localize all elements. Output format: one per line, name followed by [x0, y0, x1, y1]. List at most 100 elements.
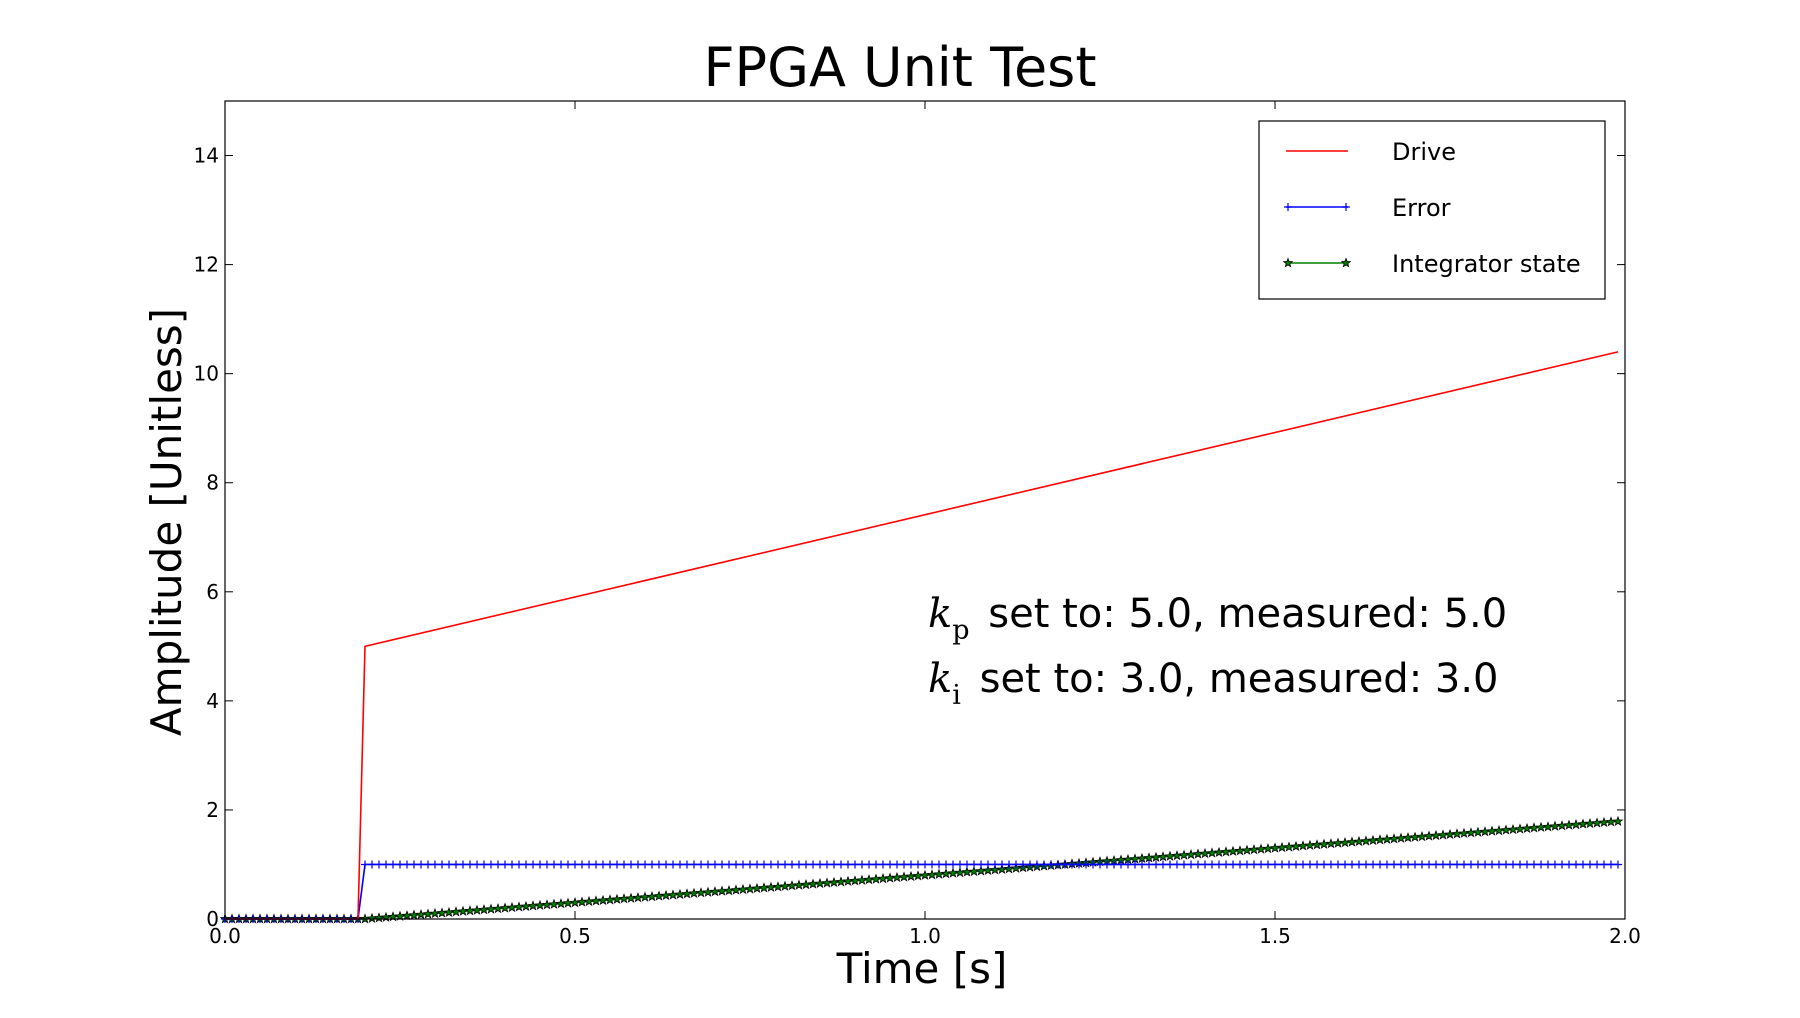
data-point-error	[487, 860, 495, 869]
data-point-integrator-state	[1171, 850, 1183, 861]
data-point-error	[928, 860, 936, 869]
data-point-error	[963, 860, 971, 869]
x-axis-label: Time [s]	[836, 944, 1008, 993]
data-point-error	[1432, 860, 1440, 869]
data-point-integrator-state	[1304, 839, 1316, 850]
data-point-integrator-state	[1437, 829, 1449, 840]
data-point-integrator-state	[695, 887, 707, 898]
data-point-error	[1453, 860, 1461, 869]
data-point-error	[515, 860, 523, 869]
data-point-error	[1334, 860, 1342, 869]
data-point-error	[648, 860, 656, 869]
x-tick-label: 1.0	[909, 924, 941, 948]
data-point-error	[970, 860, 978, 869]
data-point-error	[914, 860, 922, 869]
data-point-integrator-state	[597, 894, 609, 906]
data-point-integrator-state	[471, 904, 483, 915]
data-point-integrator-state	[730, 884, 742, 895]
data-point-integrator-state	[1241, 844, 1253, 855]
data-point-integrator-state	[1612, 815, 1624, 826]
data-point-error	[1551, 860, 1559, 869]
y-tick-label: 8	[206, 471, 219, 495]
data-point-error	[1390, 860, 1398, 869]
data-point-error	[1446, 860, 1454, 869]
data-point-error	[1481, 860, 1489, 869]
data-point-error	[1313, 860, 1321, 869]
data-point-error	[1607, 860, 1615, 869]
data-point-integrator-state	[1416, 831, 1428, 842]
plot-area	[219, 100, 1626, 924]
data-point-error	[1082, 860, 1090, 869]
data-point-error	[1159, 860, 1167, 869]
data-point-integrator-state	[653, 890, 665, 901]
data-point-error	[1131, 860, 1139, 869]
data-point-integrator-state	[919, 869, 931, 880]
data-point-error	[585, 860, 593, 869]
data-point-error	[480, 860, 488, 869]
data-point-integrator-state	[1143, 852, 1155, 863]
data-point-integrator-state	[912, 870, 924, 881]
data-point-integrator-state	[1318, 838, 1330, 849]
data-point-integrator-state	[1472, 826, 1484, 837]
data-point-error	[907, 860, 915, 869]
data-point-error	[1208, 860, 1216, 869]
data-point-integrator-state	[1290, 840, 1302, 852]
chart-title: FPGA Unit Test	[703, 36, 1096, 99]
annotation-p: kp set to: 5.0, measured: 5.0	[928, 591, 1507, 646]
legend-item-integrator-state: Integrator state	[1282, 250, 1581, 278]
data-point-error	[1236, 860, 1244, 869]
data-point-integrator-state	[1423, 830, 1435, 841]
data-point-integrator-state	[1507, 823, 1519, 835]
data-point-error	[1530, 860, 1538, 869]
data-point-integrator-state	[1367, 834, 1379, 846]
data-point-integrator-state	[1269, 842, 1281, 853]
data-point-integrator-state	[758, 882, 770, 893]
data-point-integrator-state	[1570, 819, 1582, 830]
data-point-error	[550, 860, 558, 869]
data-point-integrator-state	[1150, 851, 1162, 862]
data-point-integrator-state	[1255, 843, 1267, 854]
data-point-error	[494, 860, 502, 869]
data-point-integrator-state	[1514, 823, 1526, 834]
data-point-error	[1117, 860, 1125, 869]
data-point-error	[1243, 860, 1251, 869]
data-point-error	[1299, 860, 1307, 869]
data-point-integrator-state	[814, 877, 826, 889]
data-point-integrator-state	[464, 905, 476, 916]
data-point-error	[375, 860, 383, 869]
data-point-error	[1460, 860, 1468, 869]
data-point-error	[438, 860, 446, 869]
data-point-error	[529, 860, 537, 869]
data-point-integrator-state	[450, 906, 462, 917]
data-point-integrator-state	[1577, 818, 1589, 829]
data-point-error	[1257, 860, 1265, 869]
data-point-error	[1005, 860, 1013, 869]
data-point-error	[984, 860, 992, 869]
y-tick-label: 6	[206, 580, 219, 604]
data-point-error	[1040, 860, 1048, 869]
data-point-integrator-state	[1325, 838, 1337, 849]
data-point-integrator-state	[569, 897, 581, 908]
data-point-integrator-state	[1528, 822, 1540, 833]
data-point-integrator-state	[1192, 848, 1204, 859]
data-point-integrator-state	[961, 866, 973, 877]
data-point-error	[1292, 860, 1300, 869]
data-point-integrator-state	[940, 868, 952, 879]
data-point-error	[1138, 860, 1146, 869]
data-point-error	[410, 860, 418, 869]
data-point-error	[900, 860, 908, 869]
data-point-error	[522, 860, 530, 869]
data-point-error	[403, 860, 411, 869]
data-point-integrator-state	[821, 877, 833, 888]
data-point-error	[1614, 860, 1622, 869]
data-point-integrator-state	[877, 873, 889, 884]
data-point-error	[739, 860, 747, 869]
data-point-error	[1376, 860, 1384, 869]
data-point-error	[1516, 860, 1524, 869]
data-point-error	[935, 860, 943, 869]
data-point-integrator-state	[849, 875, 861, 886]
data-point-integrator-state	[555, 898, 567, 909]
legend-marker	[1340, 257, 1352, 268]
data-point-integrator-state	[1598, 816, 1610, 828]
data-point-integrator-state	[576, 896, 588, 907]
